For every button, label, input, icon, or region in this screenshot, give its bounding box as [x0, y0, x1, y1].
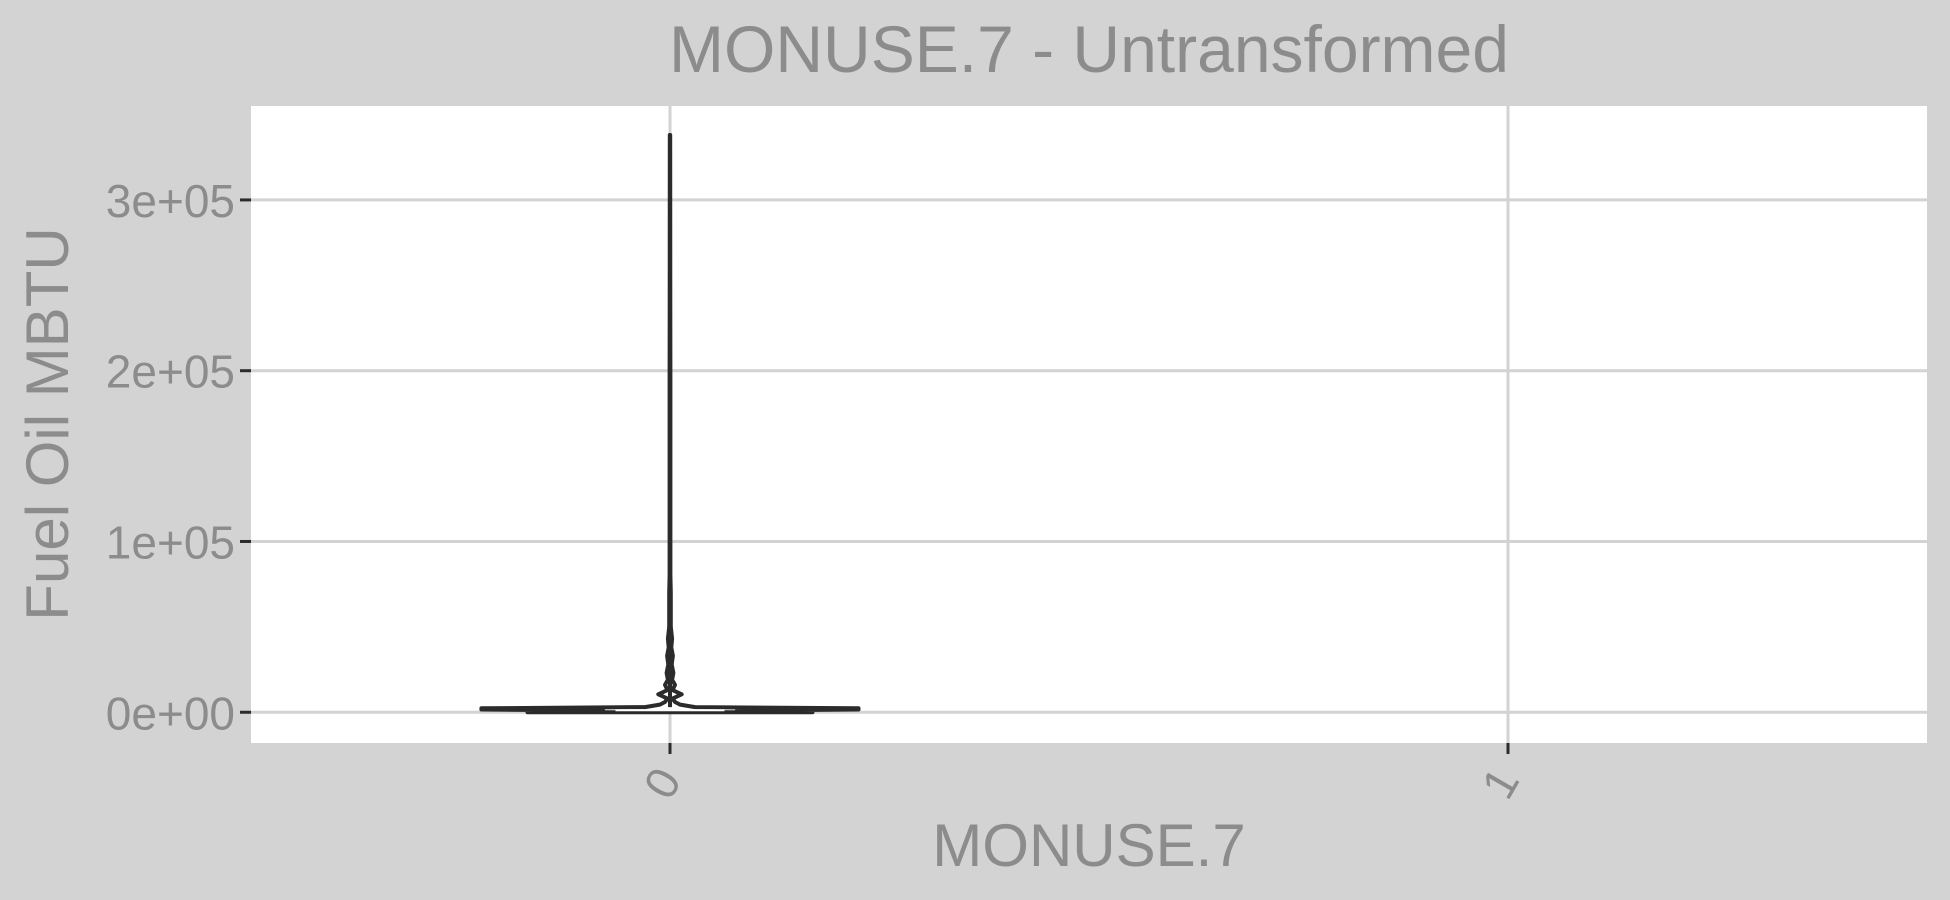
violins [479, 133, 861, 715]
y-tick-label: 3e+05 [106, 175, 235, 227]
y-tick-label: 0e+00 [106, 687, 235, 739]
y-tick-label: 2e+05 [106, 346, 235, 398]
y-axis-title: Fuel Oil MBTU [14, 227, 81, 620]
chart-title: MONUSE.7 - Untransformed [669, 12, 1509, 86]
x-axis-title: MONUSE.7 [932, 812, 1245, 879]
y-tick-label: 1e+05 [106, 516, 235, 568]
plot-area [251, 106, 1927, 743]
